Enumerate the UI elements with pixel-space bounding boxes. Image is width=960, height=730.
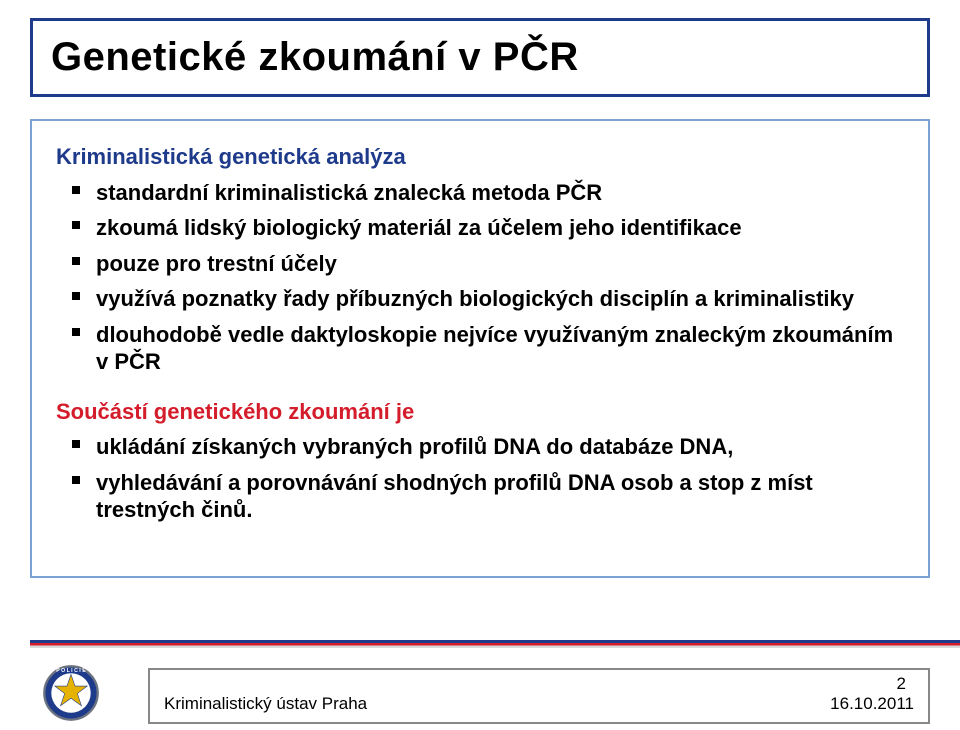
bullet-item: dlouhodobě vedle daktyloskopie nejvíce v… xyxy=(96,317,904,380)
bullet-item: vyhledávání a porovnávání shodných profi… xyxy=(96,465,904,528)
bullet-item: využívá poznatky řady příbuzných biologi… xyxy=(96,281,904,317)
section2-bullets: ukládání získaných vybraných profilů DNA… xyxy=(56,429,904,528)
section1-bullets: standardní kriminalistická znalecká meto… xyxy=(56,175,904,380)
police-badge-icon: P O L I C I E xyxy=(42,664,100,722)
content-box: Kriminalistická genetická analýza standa… xyxy=(30,119,930,578)
footer: P O L I C I E 2 Kriminalistický ústav Pr… xyxy=(0,640,960,730)
bullet-item: standardní kriminalistická znalecká meto… xyxy=(96,175,904,211)
section1-heading: Kriminalistická genetická analýza xyxy=(56,143,904,171)
slide: Genetické zkoumání v PČR Kriminalistická… xyxy=(0,0,960,730)
page-number: 2 xyxy=(897,674,906,694)
footer-org: Kriminalistický ústav Praha xyxy=(164,694,367,714)
svg-text:P O L I C I E: P O L I C I E xyxy=(56,668,86,674)
bullet-item: zkoumá lidský biologický materiál za úče… xyxy=(96,210,904,246)
footer-bar: 2 Kriminalistický ústav Praha 16.10.2011 xyxy=(148,668,930,724)
bullet-item: ukládání získaných vybraných profilů DNA… xyxy=(96,429,904,465)
footer-date: 16.10.2011 xyxy=(830,694,914,714)
slide-title: Genetické zkoumání v PČR xyxy=(51,35,909,80)
stripe-decoration xyxy=(30,640,960,648)
bullet-item: pouze pro trestní účely xyxy=(96,246,904,282)
section2-heading: Součástí genetického zkoumání je xyxy=(56,398,904,426)
title-box: Genetické zkoumání v PČR xyxy=(30,18,930,97)
